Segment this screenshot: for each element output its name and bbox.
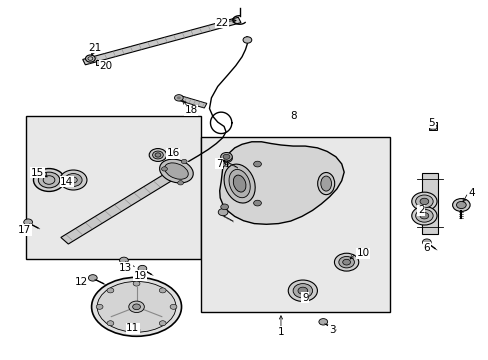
Ellipse shape xyxy=(97,282,176,332)
Circle shape xyxy=(159,288,166,293)
Circle shape xyxy=(222,155,232,162)
Circle shape xyxy=(411,206,436,225)
Circle shape xyxy=(128,301,144,312)
Circle shape xyxy=(422,239,430,246)
Circle shape xyxy=(253,161,261,167)
Text: 15: 15 xyxy=(31,168,44,178)
Text: 12: 12 xyxy=(75,277,88,287)
Circle shape xyxy=(60,170,87,190)
Polygon shape xyxy=(82,17,241,65)
Circle shape xyxy=(318,319,327,325)
Circle shape xyxy=(88,275,97,281)
Bar xyxy=(26,116,201,258)
Ellipse shape xyxy=(320,176,331,191)
Text: 1: 1 xyxy=(277,327,284,337)
Ellipse shape xyxy=(233,175,245,192)
Text: 10: 10 xyxy=(356,248,369,258)
Circle shape xyxy=(419,212,428,219)
Circle shape xyxy=(220,204,228,210)
Circle shape xyxy=(138,265,146,272)
Circle shape xyxy=(218,208,227,216)
Circle shape xyxy=(243,37,251,43)
Circle shape xyxy=(181,159,187,164)
Text: 21: 21 xyxy=(88,43,101,53)
Circle shape xyxy=(170,304,177,309)
Polygon shape xyxy=(219,142,344,224)
Text: 6: 6 xyxy=(423,243,429,253)
Circle shape xyxy=(85,55,95,62)
Text: 2: 2 xyxy=(417,205,424,215)
Text: 22: 22 xyxy=(215,18,228,28)
Circle shape xyxy=(161,167,167,171)
Bar xyxy=(421,173,437,234)
Circle shape xyxy=(174,95,183,101)
Circle shape xyxy=(334,253,358,271)
Text: 9: 9 xyxy=(302,293,308,303)
Circle shape xyxy=(456,202,465,208)
Circle shape xyxy=(133,281,140,286)
Polygon shape xyxy=(61,166,184,244)
Ellipse shape xyxy=(317,172,334,195)
Text: 11: 11 xyxy=(126,323,139,333)
Circle shape xyxy=(220,153,232,161)
Circle shape xyxy=(64,174,82,186)
Circle shape xyxy=(287,280,317,301)
Bar xyxy=(428,122,436,130)
Circle shape xyxy=(218,161,225,167)
Circle shape xyxy=(415,195,432,208)
Ellipse shape xyxy=(91,277,181,336)
Ellipse shape xyxy=(224,164,255,203)
Circle shape xyxy=(133,328,140,333)
Circle shape xyxy=(33,168,64,192)
Circle shape xyxy=(96,304,103,309)
Circle shape xyxy=(428,124,436,130)
Circle shape xyxy=(419,198,428,204)
Circle shape xyxy=(253,200,261,206)
Circle shape xyxy=(177,181,183,185)
Circle shape xyxy=(452,199,469,211)
Ellipse shape xyxy=(159,159,193,183)
Ellipse shape xyxy=(228,170,250,198)
Text: 4: 4 xyxy=(467,188,474,198)
Text: 14: 14 xyxy=(60,177,73,187)
Text: 19: 19 xyxy=(133,271,146,281)
Circle shape xyxy=(132,304,140,310)
Text: 18: 18 xyxy=(184,105,197,115)
Ellipse shape xyxy=(155,153,161,157)
Circle shape xyxy=(24,219,32,225)
Ellipse shape xyxy=(164,163,188,179)
Circle shape xyxy=(342,259,350,265)
Circle shape xyxy=(415,209,432,222)
Text: 20: 20 xyxy=(99,61,112,71)
Text: 5: 5 xyxy=(427,118,434,128)
Text: 8: 8 xyxy=(289,111,296,121)
Circle shape xyxy=(411,192,436,211)
Circle shape xyxy=(292,284,312,298)
Circle shape xyxy=(107,288,114,293)
Circle shape xyxy=(297,287,307,294)
Polygon shape xyxy=(177,95,206,108)
Text: 16: 16 xyxy=(166,148,180,158)
Text: 7: 7 xyxy=(216,159,222,169)
Bar xyxy=(201,137,389,312)
Circle shape xyxy=(119,257,128,264)
Text: 13: 13 xyxy=(119,262,132,273)
Text: 17: 17 xyxy=(18,225,31,235)
Ellipse shape xyxy=(149,149,166,161)
Circle shape xyxy=(107,321,114,326)
Circle shape xyxy=(177,96,181,99)
Ellipse shape xyxy=(152,151,163,159)
Circle shape xyxy=(159,321,166,326)
Bar xyxy=(96,60,106,65)
Circle shape xyxy=(338,256,354,268)
Text: 3: 3 xyxy=(328,325,335,335)
Circle shape xyxy=(38,172,60,188)
Circle shape xyxy=(223,154,229,159)
